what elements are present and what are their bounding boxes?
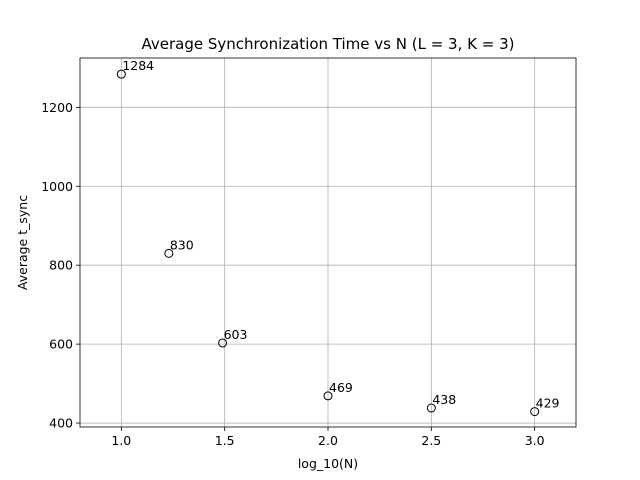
chart-title: Average Synchronization Time vs N (L = 3… [142,35,515,53]
x-axis-label: log_10(N) [298,456,358,471]
x-tick-label: 3.0 [525,433,545,448]
data-point [116,69,126,79]
y-tick-label: 400 [49,416,73,431]
data-points: 1284 830 603 469 438 429 [116,58,560,417]
y-tick-label: 600 [49,337,73,352]
y-tick-label: 1000 [41,179,73,194]
x-tick-label: 2.0 [318,433,338,448]
data-point-label: 830 [170,237,194,252]
data-point-label: 438 [432,392,456,407]
data-point-label: 1284 [122,58,154,73]
data-point-label: 429 [536,396,560,411]
grid [80,58,576,427]
data-point-label: 603 [224,327,248,342]
axis-ticks: 1.0 1.5 2.0 2.5 3.0 400 600 800 1000 1200 [41,100,544,448]
x-tick-label: 2.5 [421,433,441,448]
data-point [323,391,333,401]
x-tick-label: 1.5 [215,433,235,448]
y-tick-label: 800 [49,258,73,273]
data-point [530,407,540,417]
data-point [164,248,174,258]
data-point [426,403,436,413]
x-tick-label: 1.0 [111,433,131,448]
data-point [218,338,228,348]
data-point-label: 469 [329,380,353,395]
y-tick-label: 1200 [41,100,73,115]
y-axis-label: Average t_sync [15,195,30,290]
